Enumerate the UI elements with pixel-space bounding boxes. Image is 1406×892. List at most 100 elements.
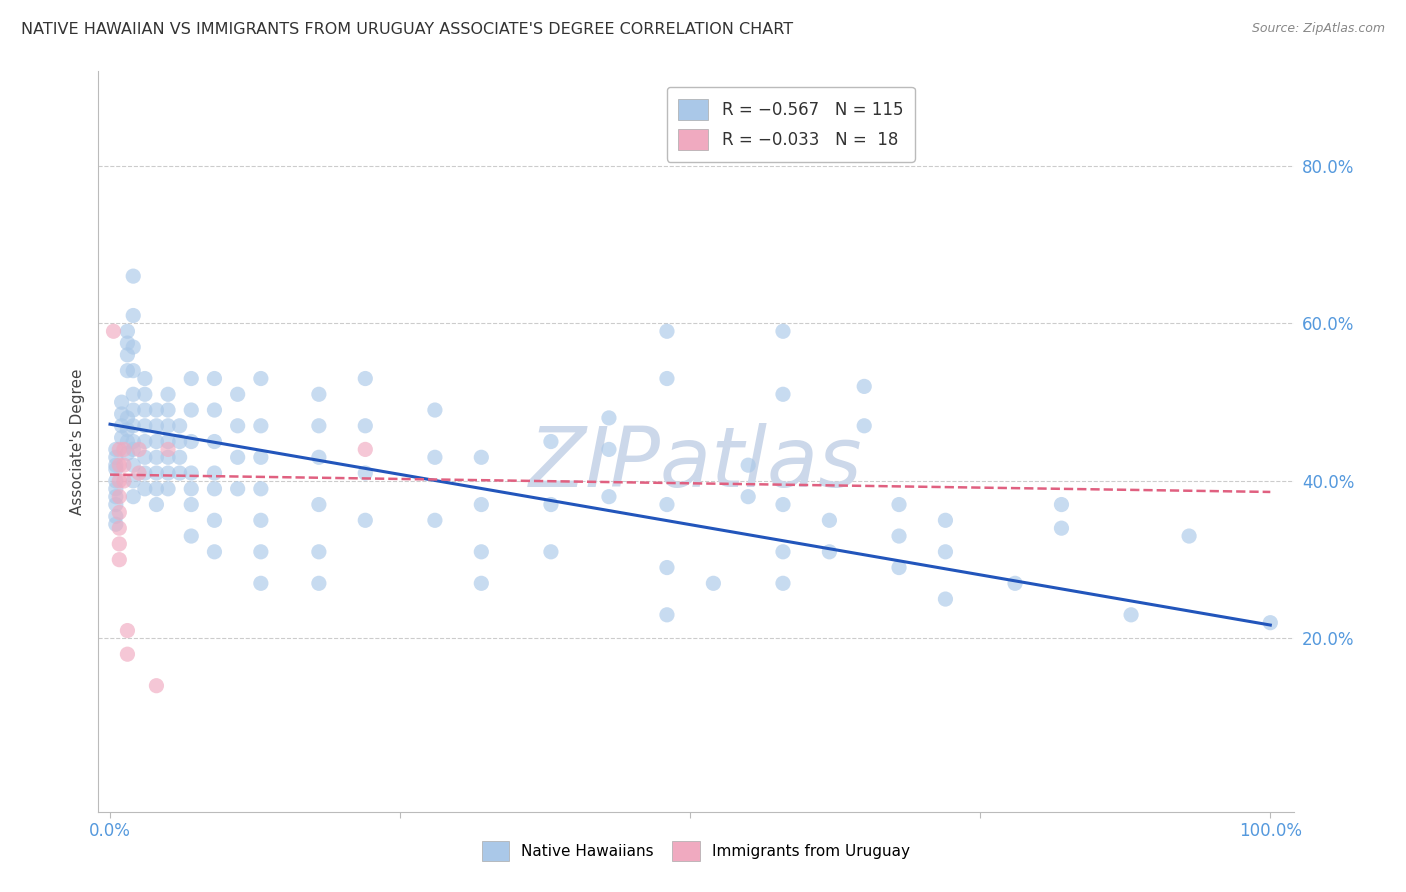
Point <box>308 498 330 512</box>
Point <box>108 521 131 535</box>
Point <box>104 474 127 488</box>
Point <box>655 324 678 338</box>
Point <box>226 482 249 496</box>
Point <box>117 446 139 460</box>
Point <box>111 407 134 421</box>
Point <box>934 513 956 527</box>
Point <box>157 418 180 433</box>
Point <box>128 466 150 480</box>
Point <box>934 592 956 607</box>
Point <box>423 403 446 417</box>
Point <box>108 537 131 551</box>
Point <box>308 576 330 591</box>
Point <box>423 450 446 465</box>
Point <box>540 498 562 512</box>
Point <box>117 647 139 661</box>
Point <box>108 552 131 566</box>
Point <box>169 466 191 480</box>
Point <box>134 466 156 480</box>
Point <box>104 458 127 472</box>
Point <box>157 482 180 496</box>
Point <box>308 418 330 433</box>
Point <box>157 466 180 480</box>
Point <box>104 490 127 504</box>
Point <box>598 442 620 457</box>
Point <box>134 434 156 449</box>
Point <box>737 490 759 504</box>
Text: ZIPatlas: ZIPatlas <box>529 423 863 504</box>
Point <box>204 466 226 480</box>
Point <box>226 387 249 401</box>
Point <box>134 482 156 496</box>
Point <box>250 482 273 496</box>
Point <box>737 458 759 472</box>
Point <box>157 434 180 449</box>
Point <box>702 576 724 591</box>
Point <box>128 442 150 457</box>
Point <box>308 545 330 559</box>
Point <box>1004 576 1026 591</box>
Point <box>134 418 156 433</box>
Point <box>887 498 910 512</box>
Point <box>772 498 794 512</box>
Point <box>134 403 156 417</box>
Point <box>250 513 273 527</box>
Point <box>111 395 134 409</box>
Point <box>122 364 145 378</box>
Point <box>122 269 145 284</box>
Point <box>104 517 127 532</box>
Point <box>117 324 139 338</box>
Text: Source: ZipAtlas.com: Source: ZipAtlas.com <box>1251 22 1385 36</box>
Point <box>354 442 377 457</box>
Point <box>655 498 678 512</box>
Point <box>134 387 156 401</box>
Point <box>204 545 226 559</box>
Point <box>772 545 794 559</box>
Point <box>111 418 134 433</box>
Point <box>1119 607 1142 622</box>
Point <box>157 403 180 417</box>
Point <box>470 498 492 512</box>
Point <box>598 411 620 425</box>
Point <box>108 474 131 488</box>
Point <box>934 545 956 559</box>
Point <box>308 450 330 465</box>
Point <box>180 529 202 543</box>
Point <box>204 371 226 385</box>
Point <box>1050 498 1073 512</box>
Point <box>470 545 492 559</box>
Point <box>112 458 135 472</box>
Point <box>887 529 910 543</box>
Point <box>250 450 273 465</box>
Point <box>122 458 145 472</box>
Point <box>117 624 139 638</box>
Point <box>117 434 139 449</box>
Point <box>157 450 180 465</box>
Point <box>180 498 202 512</box>
Point <box>122 418 145 433</box>
Point <box>108 505 131 519</box>
Point <box>772 576 794 591</box>
Point <box>117 364 139 378</box>
Point <box>104 509 127 524</box>
Point <box>354 418 377 433</box>
Point <box>250 576 273 591</box>
Point <box>145 679 167 693</box>
Point <box>204 403 226 417</box>
Point <box>145 466 167 480</box>
Point <box>818 513 841 527</box>
Y-axis label: Associate's Degree: Associate's Degree <box>69 368 84 515</box>
Point <box>112 442 135 457</box>
Point <box>145 450 167 465</box>
Point <box>169 418 191 433</box>
Point <box>104 462 127 476</box>
Point <box>145 482 167 496</box>
Point <box>122 474 145 488</box>
Legend: Native Hawaiians, Immigrants from Uruguay: Native Hawaiians, Immigrants from Urugua… <box>475 835 917 867</box>
Point <box>250 418 273 433</box>
Point <box>887 560 910 574</box>
Point <box>180 466 202 480</box>
Point <box>772 324 794 338</box>
Point <box>853 418 876 433</box>
Point <box>354 513 377 527</box>
